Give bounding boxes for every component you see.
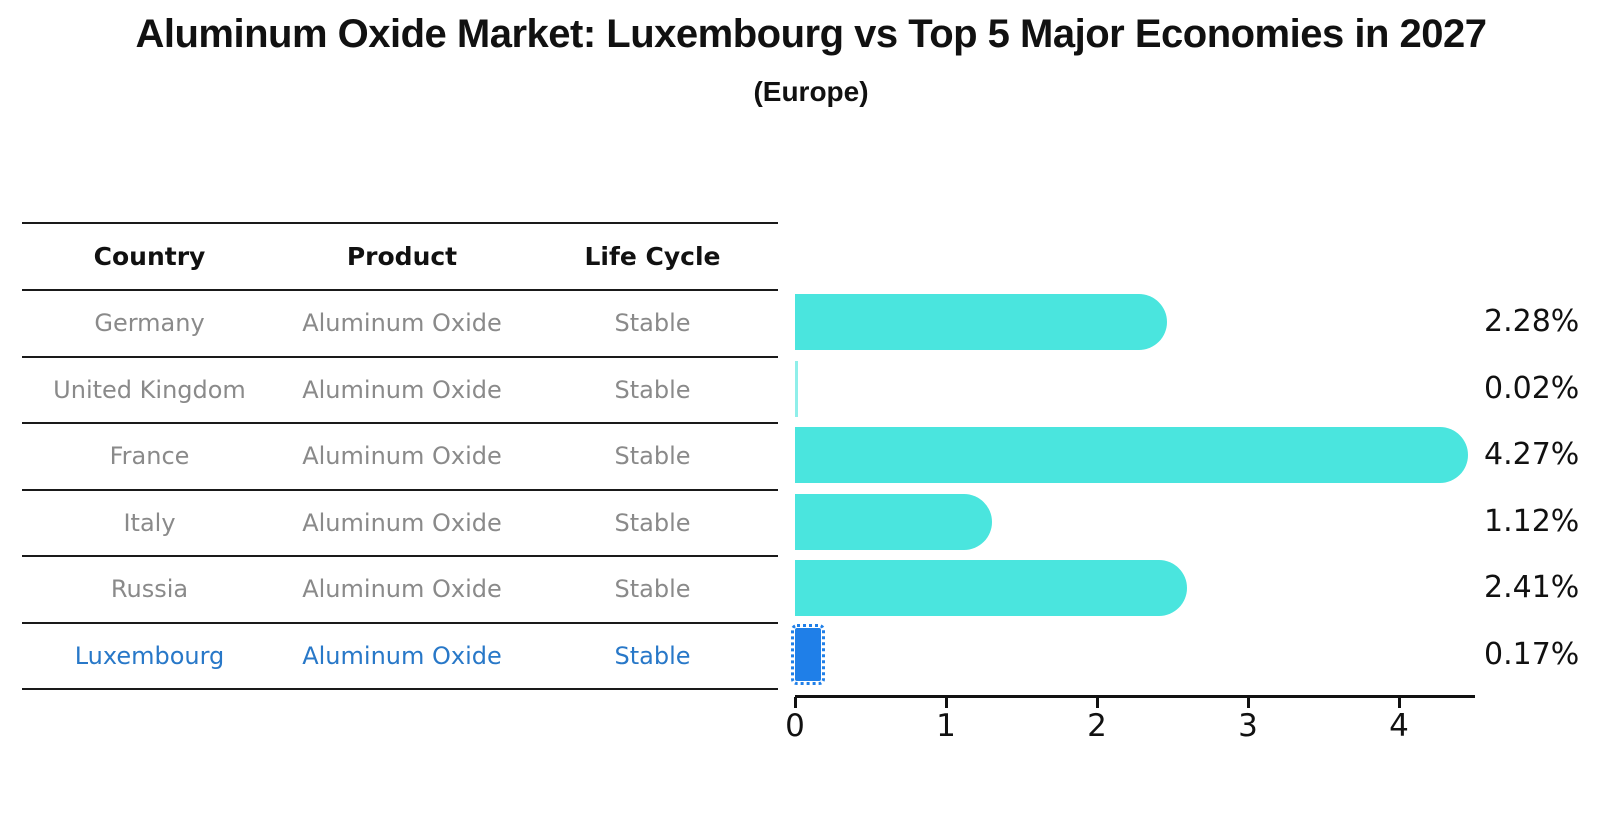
bar-row xyxy=(795,422,1495,489)
x-tick-mark xyxy=(794,697,797,708)
x-tick-label: 1 xyxy=(936,708,956,744)
cell-product: Aluminum Oxide xyxy=(302,641,502,670)
cell-lifecycle: Stable xyxy=(614,575,691,604)
value-label-united-kingdom: 0.02% xyxy=(1484,370,1580,406)
cell-lifecycle: Stable xyxy=(614,309,691,338)
cell-product: Aluminum Oxide xyxy=(302,309,502,338)
table-row-italy: Italy Aluminum Oxide Stable xyxy=(22,491,778,557)
table-row-luxembourg: Luxembourg Aluminum Oxide Stable xyxy=(22,624,778,690)
cell-country: Russia xyxy=(110,575,189,604)
table-row-united-kingdom: United Kingdom Aluminum Oxide Stable xyxy=(22,358,778,424)
table-row-france: France Aluminum Oxide Stable xyxy=(22,424,778,491)
bar-france xyxy=(795,427,1468,484)
bar-united-kingdom xyxy=(795,360,799,417)
cell-country: Germany xyxy=(94,309,205,338)
cell-country: France xyxy=(109,442,190,471)
x-axis-line xyxy=(795,695,1475,698)
value-label-russia: 2.41% xyxy=(1484,570,1580,605)
cell-product: Aluminum Oxide xyxy=(302,375,502,404)
cell-product: Aluminum Oxide xyxy=(302,575,502,604)
cell-lifecycle: Stable xyxy=(614,375,691,404)
country-table: Country Product Life Cycle Germany Alumi… xyxy=(22,222,778,690)
bar-row xyxy=(791,622,1495,689)
bar-row xyxy=(795,289,1495,356)
bar-russia xyxy=(795,560,1187,617)
value-label-france: 4.27% xyxy=(1484,437,1580,472)
cell-product: Aluminum Oxide xyxy=(302,508,502,537)
cell-lifecycle: Stable xyxy=(614,442,691,471)
x-tick-label: 3 xyxy=(1238,708,1258,744)
x-tick-label: 2 xyxy=(1087,708,1107,744)
bar-plot-area xyxy=(791,289,1495,689)
chart-title: Aluminum Oxide Market: Luxembourg vs Top… xyxy=(135,12,1487,56)
column-header-product: Product xyxy=(346,242,458,271)
cell-lifecycle: Stable xyxy=(614,508,691,537)
column-header-country: Country xyxy=(93,242,206,271)
x-tick-label: 0 xyxy=(785,708,805,744)
x-tick-mark xyxy=(1096,697,1099,708)
cell-country: Italy xyxy=(123,508,176,537)
bar-row xyxy=(795,489,1495,556)
value-label-italy: 1.12% xyxy=(1484,503,1580,539)
table-header-row: Country Product Life Cycle xyxy=(22,224,778,291)
x-tick-mark xyxy=(1398,697,1401,708)
table-row-germany: Germany Aluminum Oxide Stable xyxy=(22,291,778,358)
cell-country: United Kingdom xyxy=(53,375,246,404)
value-label-germany: 2.28% xyxy=(1484,304,1580,339)
value-labels: 2.28% 0.02% 4.27% 1.12% 2.41% 0.17% xyxy=(1484,289,1579,688)
bar-germany xyxy=(795,294,1167,351)
x-tick-label: 4 xyxy=(1389,708,1409,744)
value-label-luxembourg: 0.17% xyxy=(1484,636,1580,672)
cell-country: Luxembourg xyxy=(74,641,225,670)
table-row-russia: Russia Aluminum Oxide Stable xyxy=(22,557,778,624)
chart-subtitle: (Europe) xyxy=(753,76,869,107)
column-header-lifecycle: Life Cycle xyxy=(584,242,721,271)
bar-luxembourg xyxy=(791,624,825,686)
x-tick-mark xyxy=(945,697,948,708)
bar-row xyxy=(795,555,1495,622)
cell-lifecycle: Stable xyxy=(614,641,691,670)
cell-product: Aluminum Oxide xyxy=(302,442,502,471)
bar-row xyxy=(795,356,1495,423)
x-tick-mark xyxy=(1247,697,1250,708)
bar-italy xyxy=(795,493,992,550)
